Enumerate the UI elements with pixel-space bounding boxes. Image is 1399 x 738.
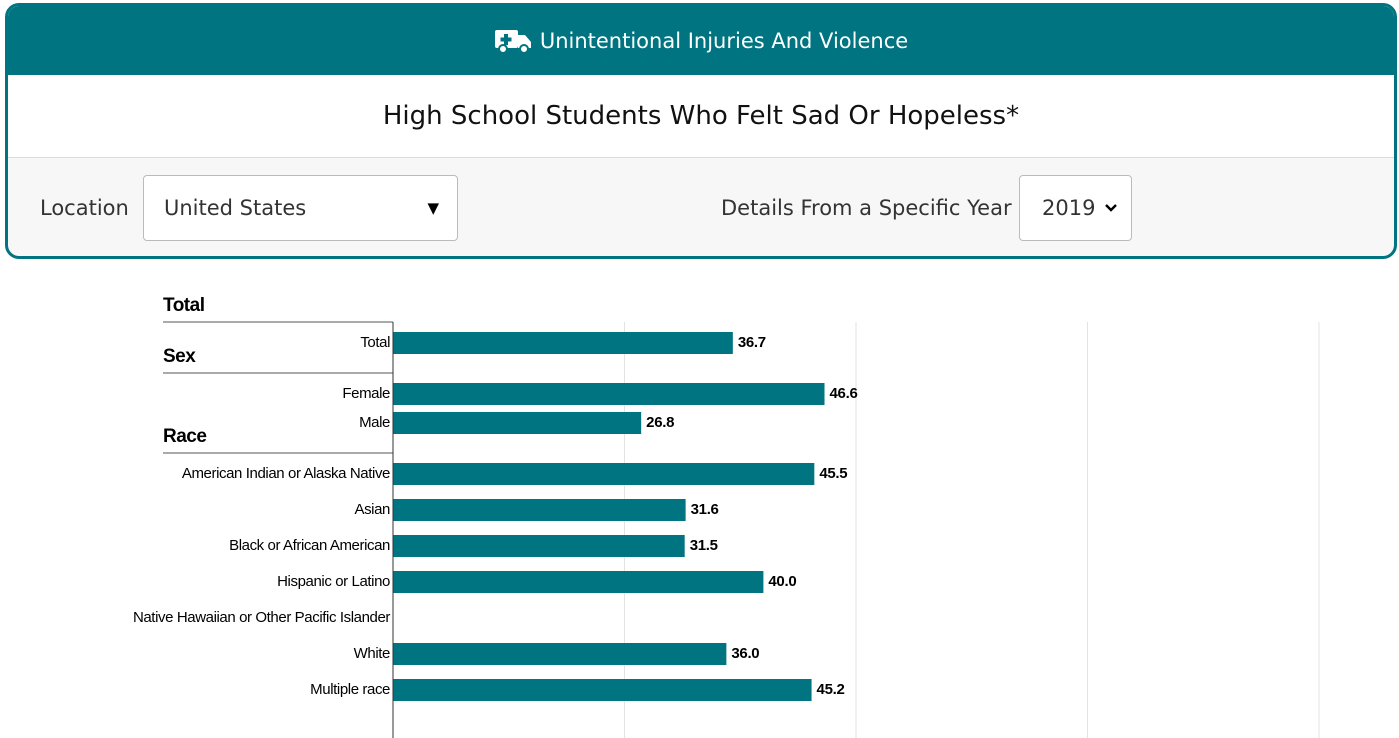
category-label: Black or African American: [229, 537, 390, 554]
dropdown-chevron: [1105, 204, 1117, 212]
chart-title: High School Students Who Felt Sad Or Hop…: [8, 75, 1394, 158]
category-label: Native Hawaiian or Other Pacific Islande…: [133, 609, 390, 626]
category-label: Hispanic or Latino: [277, 573, 390, 590]
location-label: Location: [40, 196, 129, 220]
bar: [393, 332, 733, 354]
group-heading: Total: [163, 295, 204, 316]
value-label: 46.6: [830, 385, 858, 402]
bar: [393, 643, 727, 665]
bar: [393, 412, 642, 434]
value-label: 31.6: [691, 501, 719, 518]
year-select[interactable]: 2019: [1019, 175, 1132, 241]
category-label: Multiple race: [310, 681, 390, 698]
value-label: 36.0: [731, 645, 759, 662]
bar: [393, 463, 815, 485]
category-label: Asian: [354, 501, 390, 518]
value-label: 26.8: [646, 414, 674, 431]
bar: [393, 383, 825, 405]
location-value: United States: [164, 196, 307, 220]
value-label: 31.5: [690, 537, 718, 554]
group-heading: Race: [163, 426, 206, 447]
value-label: 45.5: [819, 465, 847, 482]
group-heading: Sex: [163, 346, 196, 367]
category-label: Male: [359, 414, 390, 431]
value-label: 40.0: [768, 573, 796, 590]
year-label: Details From a Specific Year: [721, 196, 1012, 220]
value-label: 36.7: [738, 334, 766, 351]
year-value: 2019: [1042, 196, 1096, 220]
category-label: American Indian or Alaska Native: [182, 465, 390, 482]
bar: [393, 571, 764, 593]
location-select[interactable]: United States ▼: [143, 175, 458, 241]
topic-bar: Unintentional Injuries And Violence: [8, 6, 1394, 75]
category-label: White: [354, 645, 390, 662]
filter-panel: Unintentional Injuries And Violence High…: [5, 3, 1397, 259]
ambulance-icon: [494, 29, 531, 54]
category-label: Total: [360, 334, 390, 351]
value-label: 45.2: [817, 681, 845, 698]
dropdown-arrow: ▼: [427, 199, 439, 217]
chart: Total Sex Race Total 36.7 Female 46.6 Male 26.8 A…: [133, 295, 1320, 738]
category-label: Female: [342, 385, 390, 402]
topic-title: Unintentional Injuries And Violence: [539, 28, 909, 53]
bar: [393, 499, 686, 521]
bar: [393, 679, 812, 701]
bar: [393, 535, 685, 557]
